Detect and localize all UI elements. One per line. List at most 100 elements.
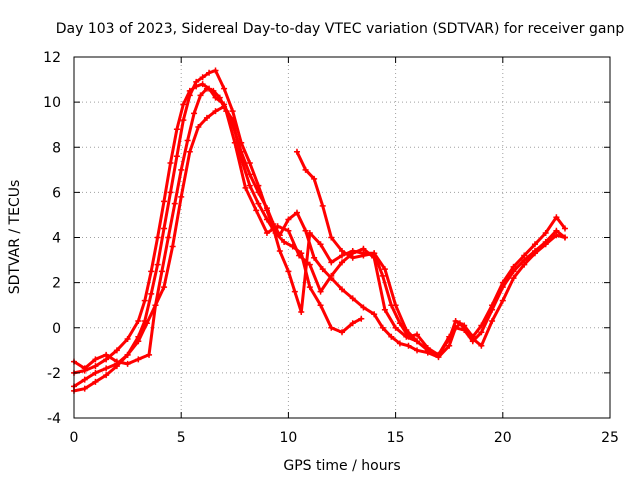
data-point bbox=[379, 272, 386, 279]
data-point bbox=[478, 342, 485, 349]
data-point bbox=[452, 317, 459, 324]
x-tick-label: 20 bbox=[494, 430, 512, 446]
data-point bbox=[229, 117, 236, 124]
data-point bbox=[186, 148, 193, 155]
data-point bbox=[285, 216, 292, 223]
data-point bbox=[146, 351, 153, 358]
data-point bbox=[167, 189, 174, 196]
data-point bbox=[199, 81, 206, 88]
data-point bbox=[161, 225, 168, 232]
data-point bbox=[371, 250, 378, 257]
data-point bbox=[255, 189, 262, 196]
data-point bbox=[388, 333, 395, 340]
data-point bbox=[124, 351, 131, 358]
chart-title: Day 103 of 2023, Sidereal Day-to-day VTE… bbox=[56, 21, 625, 37]
data-point bbox=[161, 198, 168, 205]
data-point bbox=[285, 227, 292, 234]
data-point bbox=[203, 85, 210, 92]
data-point bbox=[178, 166, 185, 173]
x-tick-label: 10 bbox=[279, 430, 297, 446]
data-point bbox=[81, 376, 88, 383]
data-point bbox=[349, 295, 356, 302]
data-series bbox=[71, 67, 568, 394]
data-point bbox=[328, 259, 335, 266]
data-point bbox=[180, 101, 187, 108]
data-point bbox=[246, 160, 253, 167]
data-point bbox=[499, 284, 506, 291]
y-tick-label: 4 bbox=[52, 231, 61, 247]
data-point bbox=[135, 356, 142, 363]
data-point bbox=[478, 329, 485, 336]
data-point bbox=[263, 205, 270, 212]
data-point bbox=[371, 311, 378, 318]
data-point bbox=[414, 331, 421, 338]
data-point bbox=[197, 92, 204, 99]
data-point bbox=[92, 378, 99, 385]
data-point bbox=[216, 94, 223, 101]
data-point bbox=[289, 243, 296, 250]
data-point bbox=[521, 261, 528, 268]
data-point bbox=[360, 252, 367, 259]
data-point bbox=[392, 302, 399, 309]
data-point bbox=[360, 304, 367, 311]
data-point bbox=[184, 137, 191, 144]
data-point bbox=[152, 302, 159, 309]
data-point bbox=[135, 338, 142, 345]
data-point bbox=[253, 207, 260, 214]
data-point bbox=[221, 85, 228, 92]
data-point bbox=[446, 342, 453, 349]
data-point bbox=[328, 234, 335, 241]
data-point bbox=[199, 74, 206, 81]
series-day-diff-2 bbox=[71, 81, 568, 376]
data-point bbox=[276, 248, 283, 255]
data-point bbox=[246, 171, 253, 178]
y-tick-label: 12 bbox=[43, 50, 61, 66]
data-point bbox=[92, 369, 99, 376]
data-point bbox=[212, 67, 219, 74]
data-point bbox=[229, 108, 236, 115]
data-point bbox=[358, 315, 365, 322]
data-point bbox=[212, 108, 219, 115]
data-point bbox=[403, 333, 410, 340]
data-point bbox=[92, 356, 99, 363]
data-point bbox=[561, 225, 568, 232]
data-point bbox=[339, 259, 345, 266]
data-point bbox=[302, 227, 309, 234]
data-point bbox=[81, 385, 88, 392]
data-point bbox=[317, 302, 324, 309]
data-point bbox=[379, 324, 386, 331]
data-point bbox=[414, 347, 421, 354]
data-point bbox=[171, 200, 178, 207]
data-point bbox=[349, 320, 356, 327]
data-point bbox=[148, 290, 155, 297]
data-point bbox=[405, 342, 412, 349]
series-line bbox=[72, 105, 363, 388]
y-tick-label: 6 bbox=[52, 185, 61, 201]
series-day-diff-1 bbox=[71, 67, 568, 394]
data-point bbox=[446, 333, 453, 340]
data-point bbox=[263, 229, 270, 236]
y-axis-label: SDTVAR / TECUs bbox=[7, 180, 23, 295]
data-point bbox=[381, 306, 388, 313]
series-day-diff-3 bbox=[71, 85, 568, 372]
data-point bbox=[165, 234, 172, 241]
data-point bbox=[242, 184, 249, 191]
data-point bbox=[396, 340, 403, 347]
data-point bbox=[311, 254, 318, 261]
data-point bbox=[510, 268, 517, 275]
y-tick-label: 0 bbox=[52, 321, 61, 337]
series-line bbox=[72, 69, 567, 393]
data-point bbox=[456, 320, 463, 327]
data-point bbox=[328, 272, 335, 279]
data-point bbox=[414, 338, 421, 345]
x-tick-label: 0 bbox=[70, 430, 79, 446]
data-point bbox=[467, 333, 474, 340]
data-point bbox=[339, 248, 345, 255]
series-line bbox=[295, 150, 419, 343]
data-point bbox=[143, 320, 150, 327]
data-point bbox=[154, 234, 161, 241]
data-point bbox=[349, 254, 356, 261]
data-point bbox=[274, 223, 281, 230]
data-point bbox=[424, 347, 431, 354]
y-tick-label: -4 bbox=[47, 411, 61, 427]
